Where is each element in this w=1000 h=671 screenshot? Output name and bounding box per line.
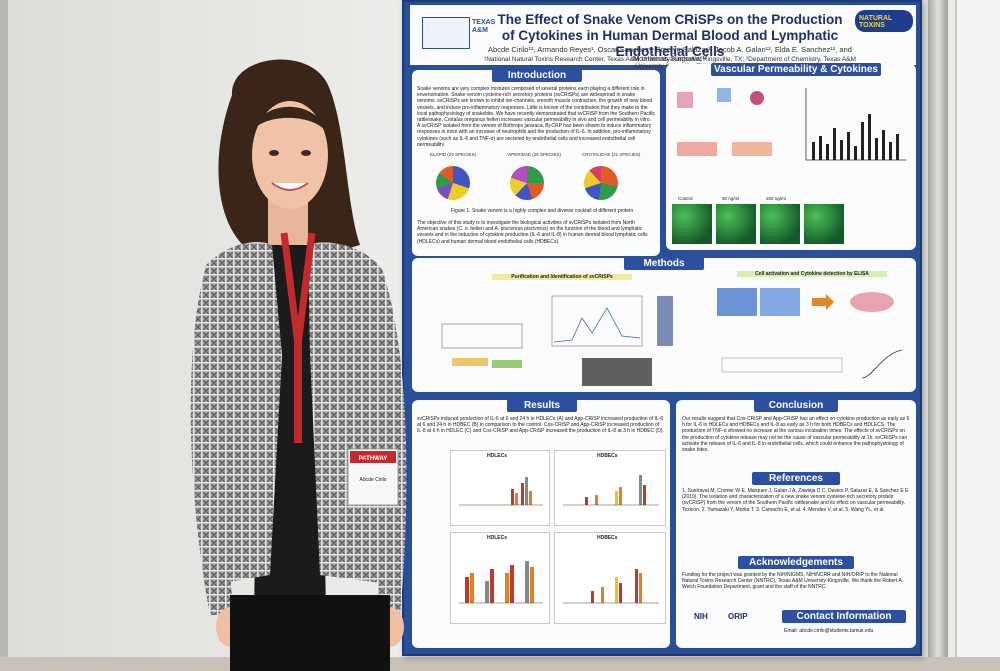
- left-eye: [269, 150, 279, 156]
- results-chart-c: HDLECs: [450, 532, 550, 624]
- chart-b-bars: [563, 475, 659, 506]
- methods-heading: Methods: [624, 257, 704, 270]
- micrograph-50: [716, 204, 756, 244]
- metal-pole: [928, 0, 948, 671]
- purification-diagram: [441, 295, 673, 386]
- results-panel: Results svCRiSPs induced production of I…: [412, 399, 670, 648]
- results-heading: Results: [507, 399, 577, 412]
- methods-panel: Methods Purification and Identification …: [412, 257, 916, 392]
- badge-banner: [350, 451, 396, 463]
- chart-d-bars: [563, 569, 659, 604]
- black-pants: [230, 595, 390, 671]
- pie-chart-crotalidae: [584, 166, 618, 200]
- right-eye: [301, 150, 311, 156]
- right-sleeve: [370, 269, 407, 615]
- references-heading: References: [752, 472, 840, 485]
- contact-text: Email: abcde.cirilo@students.tamuk.edu: [784, 628, 874, 634]
- results-chart-a: HDLECs: [450, 450, 550, 526]
- pie-chart-viperidae: [510, 166, 544, 200]
- left-sleeve: [190, 267, 234, 615]
- results-chart-d: HDBECs: [554, 532, 666, 624]
- pie-title-crotalidae: CROTALIDAE (21 SPECIES): [582, 152, 641, 157]
- orip-logo: ORIP: [728, 612, 748, 621]
- chart-c-title: HDLECs: [487, 535, 508, 541]
- permeability-diagram: [677, 88, 772, 156]
- micrograph-control: [672, 204, 712, 244]
- introduction-text: Snake venoms are very complex mixtures c…: [417, 86, 655, 146]
- cell-icon: [677, 92, 693, 108]
- conclusion-heading: Conclusion: [754, 399, 838, 412]
- natural-toxins-logo: [855, 10, 913, 32]
- cytokine-bar-figure: [805, 88, 906, 161]
- poster-authors: Abcde Cirilo¹², Armando Reyes¹, Oscar Sa…: [488, 45, 852, 63]
- poster-header: TEXAS A&M The Effect of Snake Venom CRiS…: [410, 5, 916, 70]
- pie-title-viperidae: VIPERIDAE (26 SPECIES): [507, 152, 562, 157]
- acknowledgements-text: Funding for the project was granted by t…: [682, 572, 904, 591]
- left-rail: [0, 0, 8, 671]
- introduction-heading: Introduction: [492, 69, 582, 82]
- contact-heading: Contact Information: [782, 610, 906, 623]
- conclusion-text: Our results suggest that Cos-CRiSP and A…: [682, 416, 910, 454]
- objective-text: The objective of this study is to invest…: [417, 220, 648, 245]
- side-panel: [955, 0, 1000, 671]
- methods-sub-purification: Purification and Identification of svCRi…: [492, 274, 632, 281]
- micro-label-50: 50 ng/ml: [722, 196, 740, 201]
- conclusion-panel: Conclusion Our results suggest that Cos-…: [676, 399, 916, 648]
- virus-icon: [750, 91, 764, 105]
- pie-title-elapid: ELAPID (23 SPECIES): [430, 152, 477, 157]
- methods-sub-activation: Cell activation and Cytokine detection b…: [737, 271, 887, 278]
- results-chart-b: HDBECs: [554, 450, 666, 526]
- badge-event: PATHWAY: [359, 456, 388, 462]
- figure1-caption: Figure 1. Snake venom is a highly comple…: [450, 208, 634, 214]
- cytokine-icon: [717, 88, 731, 102]
- micro-label-control: Control: [678, 196, 693, 201]
- university-logo-text: TEXAS A&M: [472, 19, 496, 34]
- hair-front: [252, 106, 328, 135]
- chart-a-bars: [459, 477, 543, 506]
- references-text: 1. Suntravat M, Cromer W E, Marquez J, G…: [682, 488, 909, 513]
- acknowledgements-heading: Acknowledgements: [738, 556, 854, 569]
- micro-label-200: 200 ng/ml: [766, 196, 786, 201]
- vascular-panel: Vascular Permeability & Cytokines: [666, 63, 916, 250]
- vascular-heading: Vascular Permeability & Cytokines: [711, 63, 881, 76]
- badge-name: Abcde Cirilo: [360, 477, 387, 483]
- endothelium-icon-2: [732, 142, 772, 156]
- pie-chart-elapid: [436, 166, 470, 200]
- university-logo: [422, 17, 470, 49]
- natural-toxins-logo-text: NATURAL TOXINS: [859, 15, 893, 29]
- micrograph-extra: [804, 204, 844, 244]
- results-text: svCRiSPs induced production of IL-6 at 6…: [417, 416, 664, 435]
- introduction-panel: Introduction Snake venoms are very compl…: [412, 69, 660, 256]
- nih-logo: NIH: [694, 612, 708, 621]
- lanyard-strap: [294, 343, 302, 443]
- chart-d-title: HDBECs: [597, 535, 618, 541]
- endothelium-icon: [677, 142, 717, 156]
- presenter-person: PATHWAY Abcde Cirilo: [190, 59, 407, 671]
- chart-c-bars: [459, 561, 543, 604]
- face: [252, 101, 328, 209]
- chart-b-title: HDBECs: [597, 453, 618, 459]
- poster-title: The Effect of Snake Venom CRiSPs on the …: [497, 12, 843, 59]
- elisa-diagram: [717, 288, 903, 379]
- research-poster: TEXAS A&M The Effect of Snake Venom CRiS…: [402, 0, 922, 656]
- chart-a-title: HDLECs: [487, 453, 508, 459]
- smile: [271, 182, 309, 191]
- micrograph-200: [760, 204, 800, 244]
